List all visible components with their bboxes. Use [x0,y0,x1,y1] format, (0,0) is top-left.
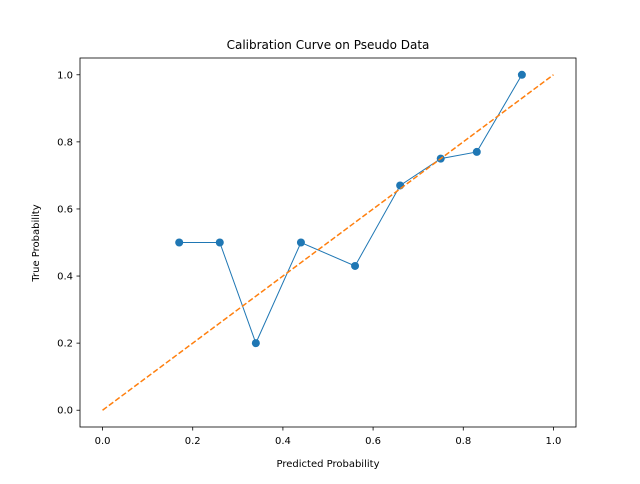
data-point-9 [517,70,526,79]
y-tick-label: 0.8 [57,137,73,148]
y-axis-label: True Probability [31,204,42,282]
data-point-2 [215,238,224,247]
x-tick-label: 0.4 [275,436,291,447]
data-point-4 [296,238,305,247]
data-point-8 [472,147,481,156]
x-tick-label: 0.6 [365,436,381,447]
y-tick-label: 1.0 [57,70,73,81]
axes-frame [79,57,577,428]
x-tick-label: 0.0 [95,436,111,447]
x-tick-label: 1.0 [546,436,562,447]
x-tick-label: 0.2 [185,436,201,447]
y-tick-label: 0.0 [57,406,73,417]
data-point-6 [396,181,405,190]
y-tick-label: 0.6 [57,204,73,215]
x-axis-label: Predicted Probability [277,459,380,470]
perfect-calibration-line [102,74,554,411]
y-tick-label: 0.2 [57,339,73,350]
x-tick-label: 0.8 [455,436,471,447]
data-point-3 [251,339,260,348]
calibration-curve-line [179,74,523,345]
y-tick-label: 0.4 [57,272,73,283]
chart-title: Calibration Curve on Pseudo Data [227,38,430,52]
plot-area: 0.0 0.2 0.4 0.6 0.8 1.0 0.0 0.2 0.4 0.6 0.8 1.0 [57,57,577,447]
data-point-1 [175,238,184,247]
data-point-5 [351,261,360,270]
